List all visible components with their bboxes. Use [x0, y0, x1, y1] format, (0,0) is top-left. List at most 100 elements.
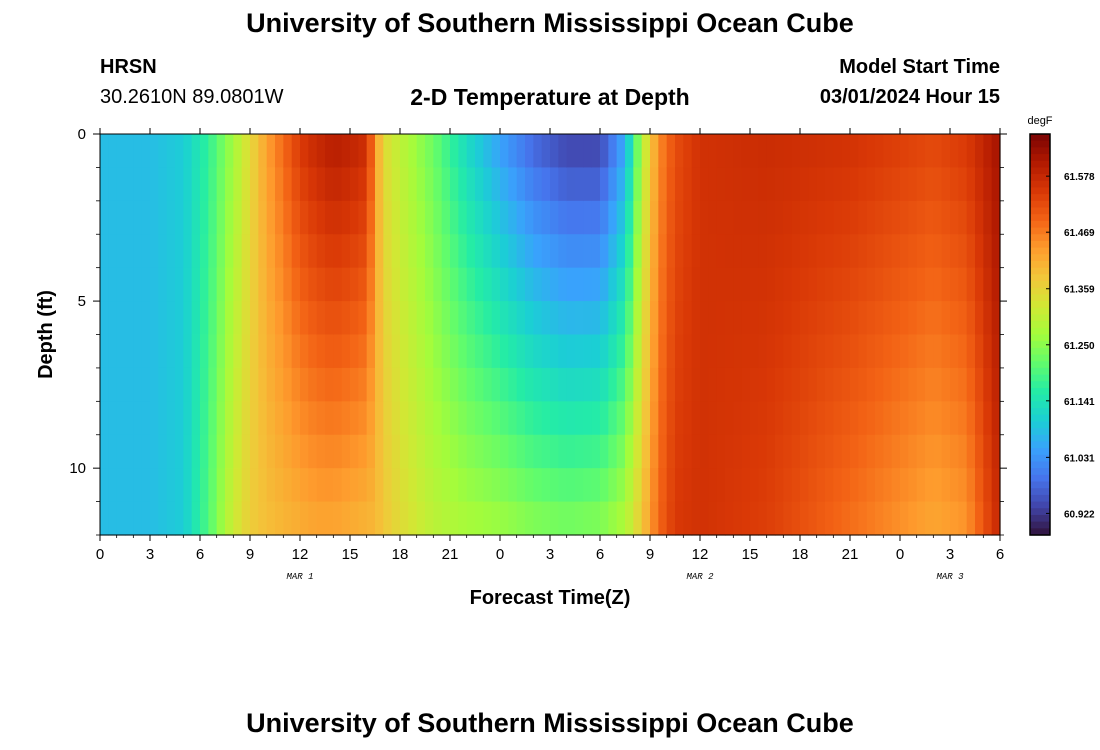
heatmap-cell — [125, 334, 134, 369]
heatmap-cell — [216, 334, 226, 369]
heatmap-cell — [500, 134, 509, 169]
heatmap-cell — [600, 501, 609, 536]
heatmap-cell — [316, 367, 326, 402]
heatmap-cell — [366, 401, 376, 436]
heatmap-cell — [700, 200, 709, 235]
heatmap-cell — [558, 267, 568, 302]
heatmap-cell — [391, 367, 401, 402]
heatmap-cell — [150, 468, 159, 503]
heatmap-cell — [566, 501, 576, 536]
heatmap-cell — [466, 134, 476, 169]
heatmap-cell — [583, 234, 593, 269]
heatmap-cell — [516, 501, 526, 536]
heatmap-cell — [991, 401, 1001, 436]
heatmap-cell — [825, 200, 834, 235]
heatmap-cell — [416, 200, 426, 235]
heatmap-cell — [341, 401, 351, 436]
heatmap-cell — [208, 501, 218, 536]
heatmap-cell — [233, 367, 243, 402]
heatmap-cell — [141, 267, 151, 302]
heatmap-cell — [950, 301, 959, 336]
heatmap-cell — [666, 468, 676, 503]
heatmap-cell — [733, 301, 743, 336]
heatmap-cell — [966, 200, 976, 235]
heatmap-cell — [183, 267, 193, 302]
heatmap-cell — [166, 468, 176, 503]
heatmap-cell — [975, 501, 984, 536]
colorbar-segment — [1030, 474, 1050, 483]
heatmap-cell — [708, 367, 718, 402]
heatmap-cell — [775, 468, 784, 503]
heatmap-cell — [133, 267, 143, 302]
heatmap-cell — [166, 200, 176, 235]
heatmap-cell — [925, 434, 934, 469]
heatmap-cell — [833, 334, 843, 369]
heatmap-cell — [341, 334, 351, 369]
heatmap-cell — [125, 167, 134, 202]
heatmap-cell — [416, 267, 426, 302]
heatmap-cell — [333, 200, 343, 235]
heatmap-cell — [891, 468, 901, 503]
heatmap-cell — [466, 334, 476, 369]
heatmap-cell — [591, 301, 601, 336]
heatmap-cell — [883, 167, 893, 202]
heatmap-cell — [858, 134, 868, 169]
heatmap-cell — [625, 334, 634, 369]
heatmap-cell — [150, 167, 159, 202]
heatmap-cell — [250, 200, 259, 235]
heatmap-cell — [200, 468, 209, 503]
heatmap-cell — [725, 501, 734, 536]
heatmap-cell — [200, 267, 209, 302]
heatmap-cell — [850, 401, 859, 436]
model-start-label: Model Start Time — [839, 56, 1000, 78]
colorbar-segment — [1030, 381, 1050, 389]
day-label: MAR 3 — [936, 572, 964, 582]
heatmap-cell — [391, 267, 401, 302]
heatmap-cell — [650, 234, 659, 269]
heatmap-cell — [950, 167, 959, 202]
heatmap-cell — [200, 367, 209, 402]
heatmap-cell — [600, 367, 609, 402]
heatmap-cell — [533, 334, 543, 369]
heatmap-cell — [575, 134, 584, 169]
heatmap-cell — [916, 200, 926, 235]
heatmap-cell — [383, 134, 393, 169]
heatmap-cell — [391, 434, 401, 469]
heatmap-cell — [291, 468, 301, 503]
heatmap-cell — [575, 334, 584, 369]
heatmap-cell — [266, 367, 276, 402]
heatmap-cell — [850, 501, 859, 536]
heatmap-cell — [291, 401, 301, 436]
heatmap-cell — [375, 501, 384, 536]
heatmap-cell — [191, 468, 201, 503]
heatmap-cell — [550, 501, 559, 536]
heatmap-cell — [991, 434, 1001, 469]
heatmap-cell — [841, 167, 851, 202]
heatmap-cell — [775, 267, 784, 302]
heatmap-cell — [966, 267, 976, 302]
heatmap-cell — [133, 501, 143, 536]
heatmap-cell — [950, 234, 959, 269]
heatmap-cell — [450, 234, 459, 269]
heatmap-cell — [800, 234, 809, 269]
heatmap-cell — [116, 367, 126, 402]
heatmap-cell — [416, 134, 426, 169]
heatmap-cell — [375, 367, 384, 402]
heatmap-cell — [766, 134, 776, 169]
heatmap-cell — [166, 134, 176, 169]
heatmap-cell — [433, 434, 443, 469]
heatmap-cell — [316, 434, 326, 469]
heatmap-cell — [258, 468, 268, 503]
heatmap-cell — [558, 501, 568, 536]
heatmap-cell — [141, 234, 151, 269]
heatmap-cell — [483, 134, 493, 169]
heatmap-cell — [608, 401, 618, 436]
heatmap-cell — [358, 367, 368, 402]
heatmap-cell — [533, 234, 543, 269]
heatmap-cell — [591, 167, 601, 202]
heatmap-cell — [541, 234, 551, 269]
heatmap-cell — [975, 401, 984, 436]
heatmap-cell — [725, 267, 734, 302]
heatmap-cell — [141, 334, 151, 369]
heatmap-cell — [191, 501, 201, 536]
